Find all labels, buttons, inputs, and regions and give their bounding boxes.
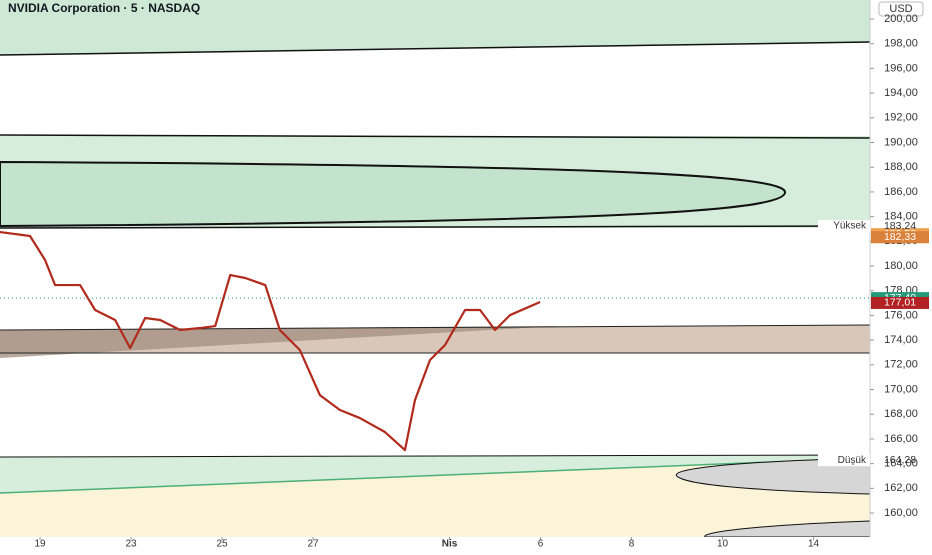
- marker-name: Düşük: [838, 455, 867, 466]
- y-tick-label: 198,00: [884, 38, 918, 50]
- x-tick-label: 25: [216, 539, 228, 550]
- zone-edge: [0, 454, 871, 458]
- x-tick-label: Nis: [442, 539, 458, 550]
- y-tick-label: 194,00: [884, 87, 918, 99]
- marker-bg: [818, 220, 870, 233]
- y-tick-label: 172,00: [884, 359, 918, 371]
- y-tick-label: 164,00: [884, 458, 918, 470]
- volume-profile: [675, 457, 871, 495]
- y-tick-label: 184,00: [884, 211, 918, 223]
- x-tick-label: 19: [34, 539, 46, 550]
- y-tick-label: 168,00: [884, 408, 918, 420]
- y-tick-label: 170,00: [884, 383, 918, 395]
- y-tick-label: 160,00: [884, 507, 918, 519]
- chart-title: NVIDIA Corporation · 5 · NASDAQ: [8, 1, 200, 15]
- price-badge-label: 177,01: [884, 297, 916, 309]
- volume-profile: [704, 520, 871, 538]
- y-tick-label: 176,00: [884, 309, 918, 321]
- zone: [0, 326, 560, 358]
- y-tick-label: 192,00: [884, 112, 918, 124]
- y-tick-label: 186,00: [884, 186, 918, 198]
- volume-profile: [0, 160, 787, 228]
- marker-bg: [818, 454, 870, 467]
- y-tick-label: 196,00: [884, 62, 918, 74]
- x-tick-label: 27: [307, 539, 319, 550]
- price-line: [0, 230, 541, 452]
- marker-value: 164,28: [884, 454, 916, 466]
- price-badge: [871, 231, 929, 244]
- currency: USD: [889, 3, 912, 15]
- price-axis: [870, 0, 932, 550]
- y-tick-label: 162,00: [884, 482, 918, 494]
- price-badge-label: 182,33: [884, 231, 916, 243]
- zone-edge: [0, 41, 871, 56]
- y-tick-label: 180,00: [884, 260, 918, 272]
- x-tick-label: 8: [629, 539, 635, 550]
- time-axis: [0, 537, 932, 550]
- marker-value: 183,24: [884, 220, 916, 232]
- y-tick-label: 166,00: [884, 433, 918, 445]
- x-tick-label: 14: [808, 539, 820, 550]
- zone-edge: [0, 324, 871, 331]
- zone: [0, 0, 870, 55]
- y-tick-label: 188,00: [884, 161, 918, 173]
- y-tick-label: 190,00: [884, 136, 918, 148]
- x-tick-label: 6: [538, 539, 544, 550]
- zone-edge: [0, 134, 871, 139]
- plot-bg: [0, 0, 870, 537]
- marker-name: Yüksek: [833, 221, 867, 232]
- x-tick-label: 23: [125, 539, 137, 550]
- zone-edge: [0, 225, 871, 229]
- y-tick-label: 174,00: [884, 334, 918, 346]
- currency-box[interactable]: [878, 1, 924, 17]
- price-badge: [871, 296, 929, 309]
- zone-edge: [0, 457, 871, 494]
- y-tick-label: 200,00: [884, 13, 918, 25]
- x-tick-label: 10: [717, 539, 729, 550]
